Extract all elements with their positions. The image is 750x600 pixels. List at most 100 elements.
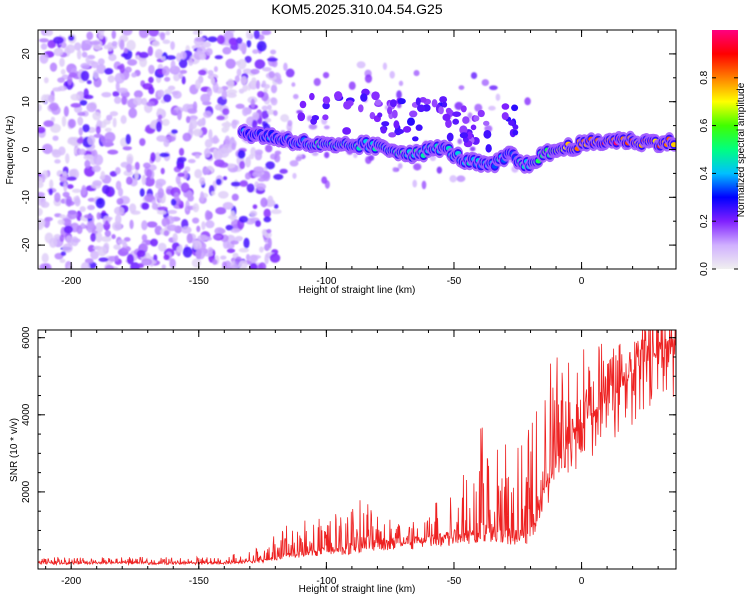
noise-blob xyxy=(72,238,81,243)
noise-blob xyxy=(38,218,46,228)
noise-blob xyxy=(165,55,177,60)
noise-blob xyxy=(133,90,143,99)
noise-blob xyxy=(266,228,272,234)
noise-blob xyxy=(96,64,107,74)
noise-blob xyxy=(251,77,257,86)
noise-blob xyxy=(273,72,282,83)
noise-blob xyxy=(217,162,229,168)
noise-blob xyxy=(80,62,91,69)
x-tick-label: 0 xyxy=(579,576,585,587)
chart-title: KOM5.2025.310.04.54.G25 xyxy=(271,1,442,17)
noise-blob xyxy=(412,179,418,188)
noise-blob xyxy=(157,242,167,252)
noise-blob xyxy=(162,39,171,45)
snr-y-axis-label: SNR (10 * v/v) xyxy=(9,418,20,482)
noise-blob xyxy=(258,262,267,269)
noise-blob xyxy=(192,128,203,137)
x-tick-label: -100 xyxy=(316,576,336,587)
noise-blob xyxy=(141,174,147,186)
noise-blob xyxy=(135,55,140,60)
noise-blob xyxy=(204,236,213,241)
noise-blob xyxy=(236,68,242,77)
noise-blob xyxy=(235,103,245,109)
noise-blob xyxy=(257,90,265,98)
noise-blob xyxy=(267,237,272,249)
ridge-branch xyxy=(446,132,454,142)
noise-blob xyxy=(170,109,177,116)
noise-blob xyxy=(222,46,232,55)
noise-blob xyxy=(144,193,155,203)
noise-blob xyxy=(153,254,158,262)
noise-blob xyxy=(156,206,168,211)
noise-blob xyxy=(59,214,66,219)
noise-blob xyxy=(488,105,496,111)
y-tick-label: 4000 xyxy=(21,403,32,426)
noise-blob xyxy=(243,237,250,249)
noise-blob xyxy=(481,79,490,86)
noise-blob xyxy=(112,91,120,97)
ridge-branch xyxy=(311,114,320,121)
noise-blob xyxy=(38,176,43,186)
noise-blob xyxy=(413,70,420,77)
noise-blob xyxy=(261,30,272,36)
noise-blob xyxy=(82,124,90,133)
noise-blob xyxy=(208,129,213,140)
noise-blob xyxy=(212,135,219,144)
noise-blob xyxy=(115,81,120,92)
noise-blob xyxy=(215,207,227,215)
ridge-branch xyxy=(431,99,438,108)
noise-blob xyxy=(120,115,127,124)
noise-blob xyxy=(253,30,260,40)
noise-blob xyxy=(252,111,260,121)
noise-blob xyxy=(112,117,117,128)
noise-blob xyxy=(163,93,172,103)
ridge-branch xyxy=(297,112,306,122)
noise-blob xyxy=(456,175,466,183)
noise-blob xyxy=(96,212,101,220)
noise-blob xyxy=(207,69,214,76)
ridge-branch xyxy=(389,99,397,108)
noise-blob xyxy=(49,62,58,72)
noise-blob xyxy=(49,102,59,111)
noise-blob xyxy=(273,110,278,116)
noise-blob xyxy=(42,143,53,155)
noise-blob xyxy=(280,114,290,123)
noise-blob xyxy=(200,93,211,104)
noise-blob xyxy=(457,138,463,145)
noise-blob xyxy=(113,96,122,104)
noise-blob xyxy=(165,30,171,36)
noise-blob xyxy=(189,118,198,130)
noise-blob xyxy=(115,167,121,175)
noise-blob xyxy=(86,31,94,41)
noise-blob xyxy=(122,146,132,151)
noise-blob xyxy=(238,260,248,269)
noise-blob xyxy=(43,120,54,128)
noise-blob xyxy=(70,103,82,108)
noise-blob xyxy=(80,222,85,228)
noise-blob xyxy=(252,204,258,210)
ridge-branch xyxy=(388,132,397,138)
noise-blob xyxy=(43,217,51,229)
noise-blob xyxy=(175,175,181,185)
noise-blob xyxy=(129,219,134,230)
ridge-branch xyxy=(393,120,400,129)
noise-blob xyxy=(239,160,246,170)
noise-blob xyxy=(126,253,135,265)
ridge-branch xyxy=(512,124,519,130)
noise-blob xyxy=(413,163,422,171)
y-tick-label: 20 xyxy=(21,48,32,60)
y-tick-label: -10 xyxy=(21,190,32,205)
noise-blob xyxy=(40,43,48,50)
noise-blob xyxy=(181,76,186,85)
noise-blob xyxy=(194,37,206,42)
noise-blob xyxy=(293,94,299,100)
spectrogram-y-axis-label: Frequency (Hz) xyxy=(5,116,16,185)
noise-blob xyxy=(59,234,65,242)
colorbar-ticks: 0.0 0.2 0.4 0.6 0.8 xyxy=(699,70,738,276)
noise-blob xyxy=(207,36,218,43)
noise-blob xyxy=(43,77,49,84)
noise-blob xyxy=(311,151,319,157)
noise-blob xyxy=(253,166,265,174)
noise-blob xyxy=(220,255,227,260)
noise-blob xyxy=(179,51,187,60)
